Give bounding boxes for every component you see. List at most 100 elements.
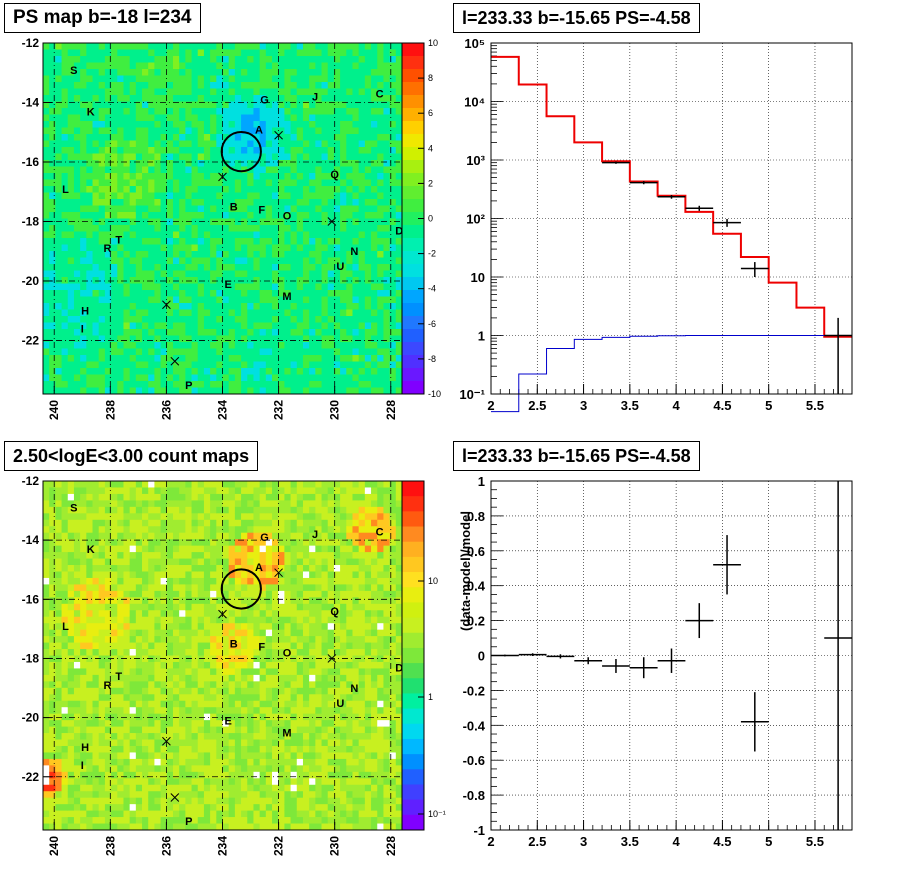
count-map-pixel [136, 798, 143, 805]
count-map-pixel [198, 565, 205, 572]
ps-map-pixel [86, 225, 93, 232]
count-map-pixel [93, 559, 100, 566]
ps-map-pixel [74, 121, 81, 128]
ps-map-pixel [235, 160, 242, 167]
ps-map-pixel [303, 277, 310, 284]
count-map-pixel [179, 610, 186, 617]
ps-map-pixel [179, 76, 186, 83]
ps-map-pixel [229, 225, 236, 232]
count-map-pixel [216, 798, 223, 805]
count-map-pixel [223, 681, 230, 688]
ps-map-pixel [68, 368, 75, 375]
count-map-pixel [93, 481, 100, 488]
ps-map-pixel [142, 43, 149, 50]
count-map-pixel [62, 798, 69, 805]
ps-map-pixel [142, 323, 149, 330]
ps-map-pixel [278, 303, 285, 310]
ps-map-pixel [266, 232, 273, 239]
count-map-pixel [86, 507, 93, 514]
ps-map-pixel [86, 381, 93, 388]
ps-map-pixel [185, 160, 192, 167]
ps-map-pixel [185, 154, 192, 161]
ps-map-pixel [136, 180, 143, 187]
count-map-pixel [216, 520, 223, 527]
count-map-pixel [55, 681, 62, 688]
count-map-pixel [111, 804, 118, 811]
count-map-pixel [192, 552, 199, 559]
ps-map-pixel [235, 277, 242, 284]
ps-map-pixel [291, 245, 298, 252]
ps-map-pixel [328, 199, 335, 206]
ps-map-pixel [315, 128, 322, 135]
count-map-pixel [55, 636, 62, 643]
count-map-pixel [198, 694, 205, 701]
ps-map-pixel [253, 76, 260, 83]
ps-map-pixel [111, 76, 118, 83]
ps-map-pixel [241, 232, 248, 239]
count-map-pixel [123, 785, 130, 792]
count-map-pixel [117, 526, 124, 533]
ps-map-pixel [235, 108, 242, 115]
count-map-pixel [192, 597, 199, 604]
count-map-pixel [130, 643, 137, 650]
ps-map-pixel [86, 368, 93, 375]
ps-map-pixel [241, 225, 248, 232]
ps-map-pixel [253, 232, 260, 239]
ps-map-pixel [253, 284, 260, 291]
count-map-pixel [62, 559, 69, 566]
ps-map-pixel [365, 329, 372, 336]
ps-map-pixel [55, 362, 62, 369]
ps-map-pixel [74, 349, 81, 356]
count-map-pixel [198, 817, 205, 824]
ps-map-pixel [371, 303, 378, 310]
ps-map-pixel [328, 69, 335, 76]
count-map-pixel [74, 487, 81, 494]
count-map-pixel [192, 617, 199, 624]
ps-map-pixel [74, 368, 81, 375]
ps-map-pixel [235, 258, 242, 265]
ps-map-pixel [62, 238, 69, 245]
ps-map-pixel [86, 258, 93, 265]
count-map-pixel [123, 636, 130, 643]
ps-map-pixel [130, 342, 137, 349]
ps-map-pixel [99, 141, 106, 148]
count-map-pixel [179, 643, 186, 650]
ps-map-pixel [117, 219, 124, 226]
ps-map-pixel [204, 219, 211, 226]
ps-map-pixel [229, 381, 236, 388]
ps-map-pixel [173, 63, 180, 70]
count-map-pixel [142, 714, 149, 721]
ps-map-pixel [99, 316, 106, 323]
ps-map-pixel [297, 173, 304, 180]
count-map-pixel [74, 552, 81, 559]
ps-map-pixel [359, 212, 366, 219]
ps-map-pixel [241, 82, 248, 89]
ps-map-pixel [235, 323, 242, 330]
count-map-pixel [148, 494, 155, 501]
count-map-pixel [148, 565, 155, 572]
count-map-pixel [173, 662, 180, 669]
ps-map-pixel [359, 355, 366, 362]
count-map-pixel [185, 643, 192, 650]
ps-map-pixel [235, 134, 242, 141]
count-map-pixel [111, 630, 118, 637]
ps-map-pixel [123, 362, 130, 369]
count-map-pixel [210, 526, 217, 533]
count-map-pixel [223, 811, 230, 818]
ps-map-pixel [241, 310, 248, 317]
count-map-pixel [136, 565, 143, 572]
ps-map-pixel [278, 251, 285, 258]
ps-map-pixel [80, 186, 87, 193]
ps-map-pixel [43, 108, 50, 115]
ps-map-pixel [235, 362, 242, 369]
ps-map-pixel [340, 336, 347, 343]
count-map-pixel [167, 565, 174, 572]
ps-map-pixel [49, 154, 56, 161]
count-map-pixel [93, 662, 100, 669]
ps-map-pixel [340, 141, 347, 148]
ps-map-pixel [99, 69, 106, 76]
ps-map-pixel [148, 258, 155, 265]
count-map-pixel [235, 694, 242, 701]
count-map-pixel [185, 513, 192, 520]
count-map-pixel [136, 811, 143, 818]
